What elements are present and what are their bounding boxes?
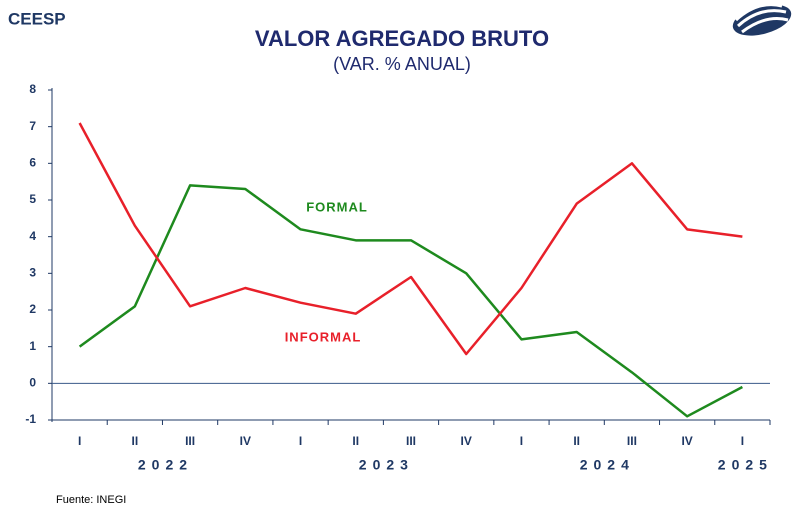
x-tick-label: II [573, 434, 580, 448]
y-tick-label: 8 [29, 82, 36, 96]
y-tick-label: 5 [29, 192, 36, 206]
x-tick-label: I [299, 434, 302, 448]
series-label: FORMAL [306, 199, 368, 214]
y-tick-label: 6 [29, 156, 36, 170]
y-tick-label: 2 [29, 302, 36, 316]
chart-subtitle: (VAR. % ANUAL) [333, 54, 471, 74]
x-tick-label: IV [240, 434, 251, 448]
x-tick-label: III [185, 434, 195, 448]
y-tick-label: 0 [29, 376, 36, 390]
brand: CEESP [8, 9, 66, 28]
series-line [78, 122, 743, 356]
series-label: INFORMAL [285, 329, 362, 344]
year-label: 2025 [718, 457, 773, 473]
x-tick-label: II [352, 434, 359, 448]
x-tick-label: I [78, 434, 81, 448]
source: Fuente: INEGI [56, 494, 126, 506]
series-line [78, 184, 743, 418]
x-tick-label: I [520, 434, 523, 448]
x-tick-label: IV [461, 434, 472, 448]
x-tick-label: IV [681, 434, 692, 448]
year-label: 2024 [580, 457, 635, 473]
year-label: 2023 [359, 457, 414, 473]
logo [732, 3, 792, 36]
y-tick-label: 3 [29, 266, 36, 280]
x-tick-label: II [132, 434, 139, 448]
chart-title: VALOR AGREGADO BRUTO [255, 26, 549, 51]
x-tick-label: I [741, 434, 744, 448]
x-tick-label: III [627, 434, 637, 448]
y-tick-label: 1 [29, 339, 36, 353]
y-tick-label: 4 [29, 229, 36, 243]
y-tick-label: 7 [29, 119, 36, 133]
year-label: 2022 [138, 457, 193, 473]
y-tick-label: -1 [25, 412, 36, 426]
x-tick-label: III [406, 434, 416, 448]
